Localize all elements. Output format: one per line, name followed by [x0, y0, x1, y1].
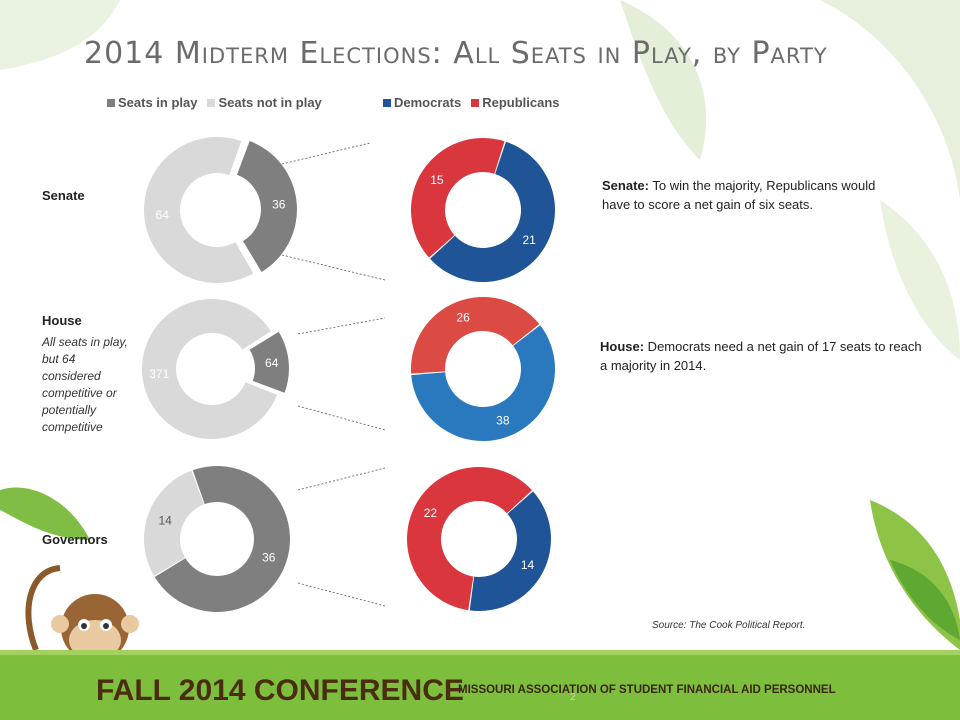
connector-line: [281, 142, 371, 165]
house-description-lead: House:: [600, 339, 645, 354]
page-number: 2: [570, 692, 576, 703]
connector-line: [297, 317, 386, 335]
donut-slice-republicans: [411, 138, 505, 258]
leaf-decoration: [0, 487, 90, 540]
data-label: 15: [430, 173, 444, 187]
data-label: 14: [521, 558, 535, 572]
data-label: 22: [424, 506, 438, 520]
leaf-decoration: [620, 0, 707, 160]
connector-line: [281, 254, 386, 281]
leaf-decoration: [890, 560, 960, 640]
donut-chart: 64 371: [142, 299, 289, 439]
data-label: 36: [272, 197, 286, 211]
row-label-senate: Senate: [42, 188, 85, 203]
legend-item-democrats: Democrats: [383, 95, 461, 110]
conference-title: FALL 2014 CONFERENCE: [96, 674, 464, 707]
legend-item-in-play: Seats in play: [107, 95, 197, 110]
donut-slice-democrats: [430, 141, 555, 282]
row-label-house: House: [42, 313, 82, 328]
house-description: House: Democrats need a net gain of 17 s…: [600, 337, 930, 375]
donut-chart: 36 14: [144, 466, 291, 612]
source-note: Source: The Cook Political Report.: [652, 620, 806, 631]
data-label: 14: [159, 514, 173, 528]
monkey-mascot: [25, 565, 139, 662]
donut-slice-republicans: [411, 296, 540, 374]
connector-line: [297, 467, 386, 491]
senate-description: Senate: To win the majority, Republicans…: [602, 176, 902, 214]
legend-item-republicans: Republicans: [471, 95, 560, 110]
donut-chart: 14 22: [406, 466, 551, 611]
footer-bar: [0, 655, 960, 720]
connector-line: [297, 582, 386, 607]
donut-slice-seats-in-play: [249, 331, 289, 393]
legend-swatch: [471, 98, 480, 107]
donut-chart: 38 26: [411, 296, 555, 441]
legend-seats: Seats in play Seats not in play: [107, 95, 322, 110]
data-label: 38: [496, 413, 510, 427]
legend-label: Republicans: [482, 95, 560, 110]
data-label: 64: [265, 356, 279, 370]
data-label: 21: [522, 233, 536, 247]
donut-slice-democrats: [411, 325, 555, 441]
legend-swatch: [383, 98, 391, 107]
organization-name: MISSOURI ASSOCIATION OF STUDENT FINANCIA…: [458, 684, 836, 696]
data-label: 26: [456, 311, 470, 325]
leaf-decoration: [0, 0, 120, 70]
legend-label: Democrats: [394, 95, 462, 110]
house-note: All seats in play, but 64 considered com…: [42, 335, 128, 434]
donut-slice-seats-not-in-play: [144, 470, 204, 576]
data-label: 64: [156, 208, 170, 222]
senate-description-lead: Senate:: [602, 178, 649, 193]
donut-slice-seats-not-in-play: [142, 299, 278, 439]
data-label: 36: [262, 550, 276, 564]
row-label-governors: Governors: [42, 532, 108, 547]
house-description-text: Democrats need a net gain of 17 seats to…: [600, 339, 922, 373]
legend-swatch: [107, 98, 115, 107]
footer-accent: [0, 650, 960, 658]
donut-chart: 36 64: [144, 137, 297, 283]
legend-label: Seats in play: [118, 95, 198, 110]
donut-slice-republicans: [406, 466, 532, 611]
senate-description-text: To win the majority, Republicans would h…: [602, 178, 876, 212]
donut-slice-seats-in-play: [236, 141, 297, 272]
legend-swatch: [207, 98, 216, 107]
legend-party: Democrats Republicans: [383, 95, 560, 110]
legend-label: Seats not in play: [218, 95, 322, 110]
leaf-decoration: [880, 200, 960, 360]
page-title: 2014 Midterm Elections: All Seats in Pla…: [84, 36, 828, 71]
donut-slice-seats-in-play: [154, 466, 291, 612]
legend-item-not-in-play: Seats not in play: [207, 95, 322, 110]
donut-slice-seats-not-in-play: [144, 137, 254, 283]
data-label: 371: [149, 367, 169, 381]
leaf-decoration: [820, 0, 960, 200]
donut-chart: 21 15: [411, 138, 555, 282]
donut-slice-democrats: [469, 491, 551, 611]
connector-line: [297, 405, 386, 431]
